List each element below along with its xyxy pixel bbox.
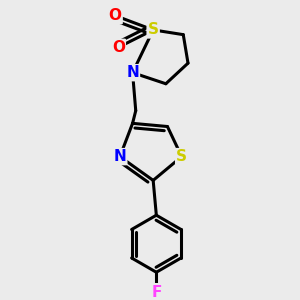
Text: N: N xyxy=(113,149,126,164)
Text: O: O xyxy=(112,40,125,55)
Text: S: S xyxy=(148,22,159,38)
Text: N: N xyxy=(126,65,139,80)
Text: F: F xyxy=(151,285,161,300)
Text: S: S xyxy=(176,149,187,164)
Text: O: O xyxy=(109,8,122,23)
